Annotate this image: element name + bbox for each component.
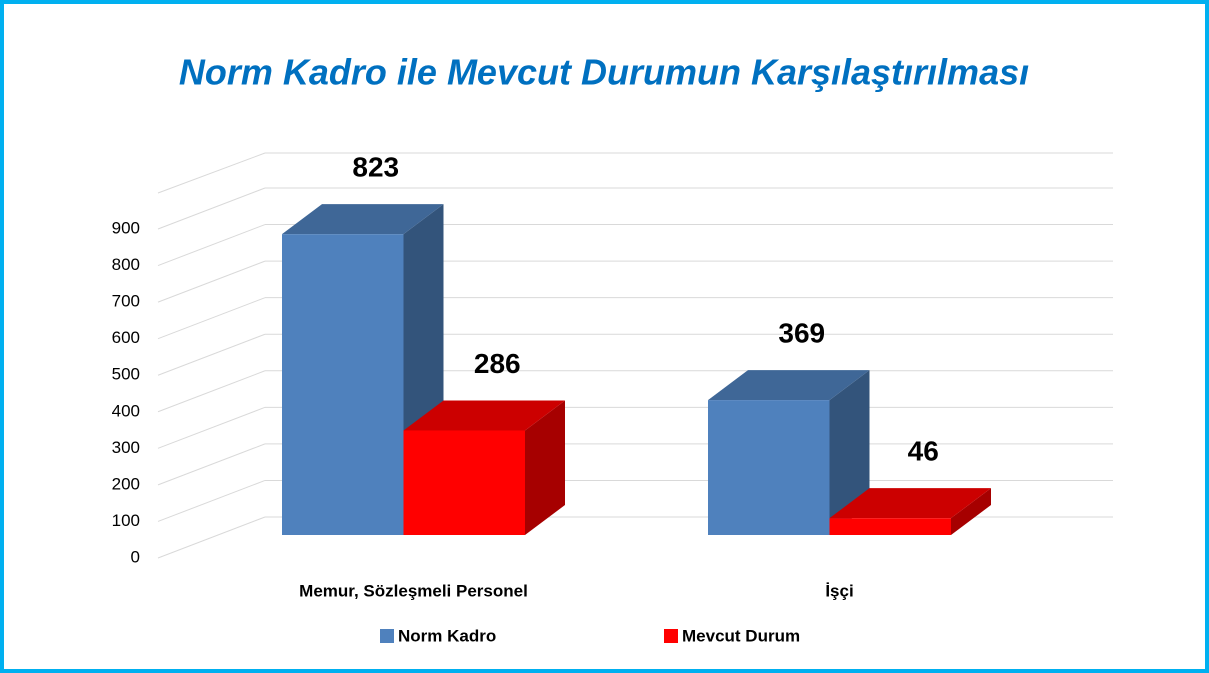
- grid-line: [157, 479, 266, 522]
- bar: [708, 400, 830, 535]
- y-tick-label: 300: [112, 438, 140, 457]
- bar: [282, 234, 404, 536]
- legend-swatch: [380, 629, 394, 643]
- bar-top: [708, 370, 870, 401]
- legend-label: Norm Kadro: [398, 626, 496, 645]
- legend-label: Mevcut Durum: [682, 626, 800, 645]
- chart-title: Norm Kadro ile Mevcut Durumun Karşılaştı…: [179, 52, 1029, 93]
- x-tick-label: Memur, Sözleşmeli Personel: [299, 581, 528, 600]
- y-tick-label: 700: [112, 292, 140, 311]
- bar: [403, 430, 525, 535]
- grid-line: [157, 224, 266, 267]
- bar-top: [829, 488, 991, 519]
- y-tick-label: 400: [112, 401, 140, 420]
- bar-side: [951, 488, 991, 535]
- y-tick-label: 600: [112, 328, 140, 347]
- bar-side: [525, 400, 565, 535]
- legend-swatch: [664, 629, 678, 643]
- grid-line: [157, 187, 266, 230]
- grid-line: [157, 370, 266, 413]
- bar: [829, 518, 951, 535]
- bar-top: [282, 204, 444, 235]
- bar-top: [403, 400, 565, 431]
- y-tick-label: 200: [112, 474, 140, 493]
- x-tick-label: İşçi: [825, 581, 853, 600]
- grid-line: [157, 516, 266, 559]
- y-tick-label: 500: [112, 365, 140, 384]
- grid-line: [157, 443, 266, 486]
- grid-line: [157, 260, 266, 303]
- bar-side: [829, 370, 870, 535]
- y-tick-label: 100: [112, 511, 140, 530]
- y-tick-label: 800: [112, 255, 140, 274]
- grid-line: [157, 297, 266, 340]
- data-label: 823: [352, 152, 399, 183]
- data-label: 369: [778, 318, 825, 349]
- y-tick-label: 900: [112, 218, 140, 237]
- data-label: 46: [908, 436, 939, 467]
- grid-line: [157, 406, 266, 449]
- data-label: 286: [474, 348, 521, 379]
- wall-top: [157, 152, 266, 194]
- grid-line: [157, 333, 266, 376]
- y-tick-label: 0: [131, 547, 140, 566]
